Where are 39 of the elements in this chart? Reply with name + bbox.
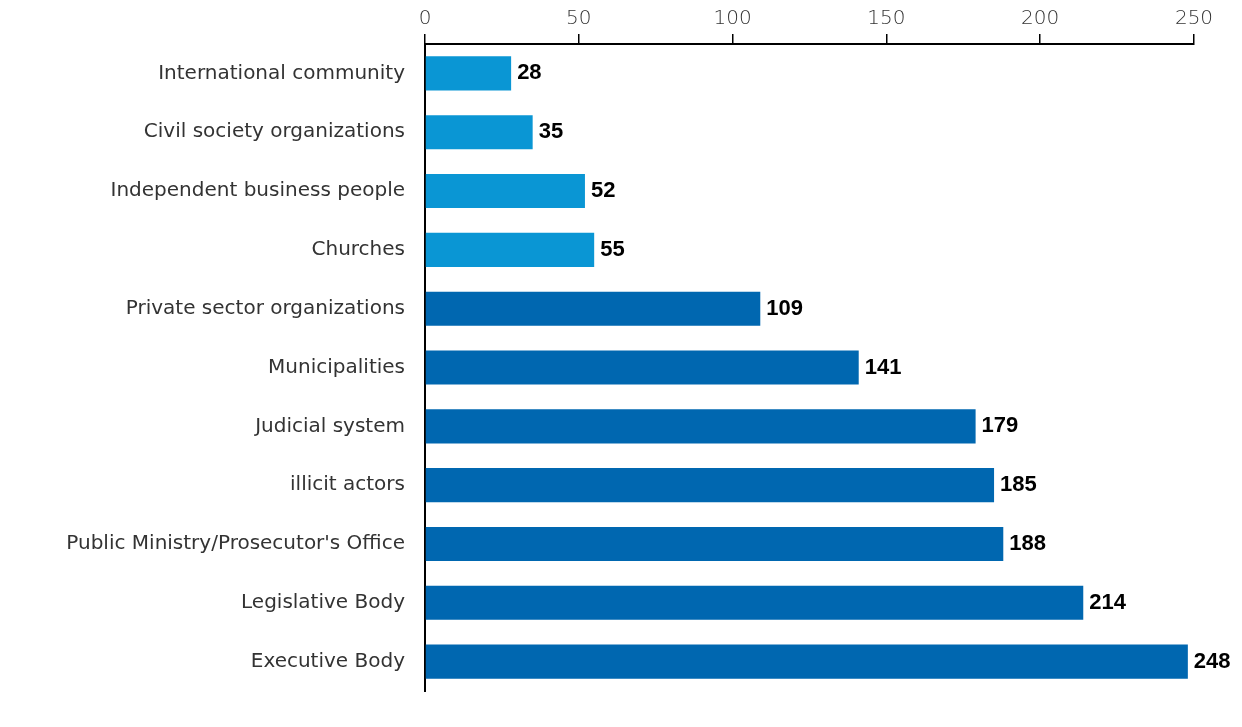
data-label: 55 bbox=[600, 235, 625, 261]
bar bbox=[425, 409, 976, 444]
bar bbox=[425, 644, 1188, 679]
bar bbox=[425, 115, 533, 150]
data-label: 141 bbox=[864, 353, 902, 379]
data-label: 214 bbox=[1089, 588, 1127, 614]
data-label: 179 bbox=[981, 412, 1019, 438]
bar bbox=[425, 232, 595, 267]
x-tick-label: 250 bbox=[1174, 5, 1214, 30]
y-tick-label: illicit actors bbox=[290, 471, 405, 496]
data-label: 109 bbox=[766, 294, 803, 320]
bar bbox=[425, 291, 761, 326]
x-tick-label: 50 bbox=[566, 5, 592, 30]
y-tick-label: International community bbox=[158, 59, 406, 84]
data-label: 248 bbox=[1193, 647, 1231, 673]
y-tick-label: Judicial system bbox=[253, 412, 405, 437]
data-label: 52 bbox=[590, 177, 616, 203]
x-tick-label: 150 bbox=[867, 5, 906, 30]
data-label: 35 bbox=[538, 118, 564, 144]
y-tick-label: Civil society organizations bbox=[143, 118, 405, 143]
y-tick-label: Legislative Body bbox=[241, 588, 406, 613]
bar bbox=[425, 468, 995, 503]
x-tick-label: 200 bbox=[1021, 5, 1060, 30]
y-tick-label: Executive Body bbox=[250, 647, 406, 672]
y-tick-label: Churches bbox=[311, 236, 405, 261]
y-tick-label: Independent business people bbox=[110, 177, 405, 202]
data-label: 188 bbox=[1009, 530, 1047, 556]
x-tick-label: 0 bbox=[418, 5, 432, 30]
bar bbox=[425, 56, 512, 91]
data-label: 185 bbox=[1000, 471, 1037, 497]
y-tick-label: Private sector organizations bbox=[125, 294, 405, 319]
bar bbox=[425, 585, 1084, 620]
y-tick-label: Public Ministry/Prosecutor's Office bbox=[66, 530, 405, 555]
data-label: 28 bbox=[517, 59, 542, 85]
bar bbox=[425, 350, 859, 385]
y-tick-label: Municipalities bbox=[268, 353, 405, 378]
x-tick-label: 100 bbox=[713, 5, 752, 30]
bar bbox=[425, 526, 1004, 562]
bar bbox=[425, 173, 585, 209]
